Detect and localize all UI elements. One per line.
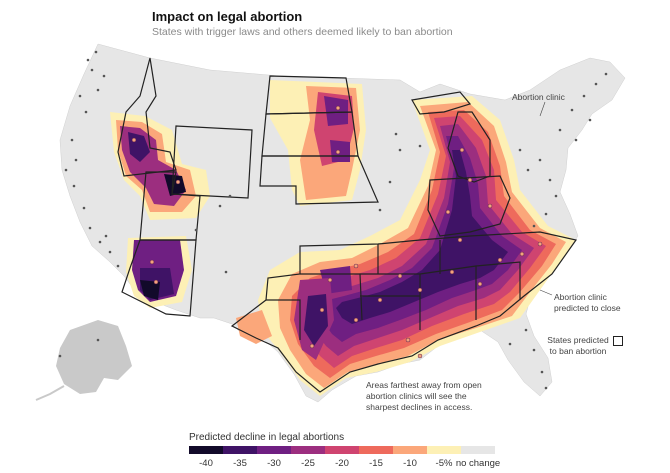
legend-swatch: [427, 446, 461, 454]
chart-subtitle: States with trigger laws and others deem…: [152, 26, 453, 38]
legend-swatch: [461, 446, 495, 454]
legend-label: -35: [233, 458, 247, 469]
closing-clinic-annotation: Abortion clinic predicted to close: [554, 292, 621, 313]
ohio-indiana-border: [427, 175, 511, 237]
michigan-border: [447, 111, 491, 183]
legend-swatch: [291, 446, 325, 454]
chart-title: Impact on legal abortion: [152, 9, 303, 24]
idaho-border: [117, 57, 177, 177]
wyoming-border: [171, 125, 253, 199]
alaska-land: [56, 320, 132, 394]
legend-swatch: [257, 446, 291, 454]
clinic-dots: [58, 50, 608, 390]
legend-swatch: [325, 446, 359, 454]
arizona-border: [121, 239, 197, 317]
ban-states-annotation: States predicted to ban abortion: [547, 335, 609, 356]
legend-label: -5%: [435, 458, 453, 469]
clinic-annotation: Abortion clinic: [512, 92, 565, 102]
legend-title: Predicted decline in legal abortions: [189, 432, 345, 443]
legend-label: -30: [267, 458, 281, 469]
legend-label: -40: [199, 458, 213, 469]
legend-label: -25: [301, 458, 315, 469]
ban-state-key-box: [613, 336, 623, 346]
alaska-chain: [35, 385, 65, 401]
legend-swatch: [393, 446, 427, 454]
legend-swatch: [223, 446, 257, 454]
upper-michigan-border: [411, 91, 472, 115]
legend-label: -15: [369, 458, 383, 469]
legend-label: no change: [455, 458, 501, 469]
legend-swatch: [359, 446, 393, 454]
clinic-leader-line: [539, 101, 546, 117]
legend-swatches: [189, 446, 495, 454]
farthest-annotation: Areas farthest away from open abortion c…: [366, 380, 482, 412]
closing-clinic-leader-line: [539, 289, 553, 296]
south-central-border: [230, 231, 578, 393]
legend-swatch: [189, 446, 223, 454]
ban-state-borders: [117, 57, 578, 393]
nebraska-border: [259, 155, 379, 205]
internal-borders: [266, 240, 521, 340]
legend-label: -10: [403, 458, 417, 469]
legend-label: -20: [335, 458, 349, 469]
legend-labels: -40 -35 -30 -25 -20 -15 -10 -5% no change: [189, 458, 501, 470]
closing-clinic-dots: [131, 105, 543, 359]
